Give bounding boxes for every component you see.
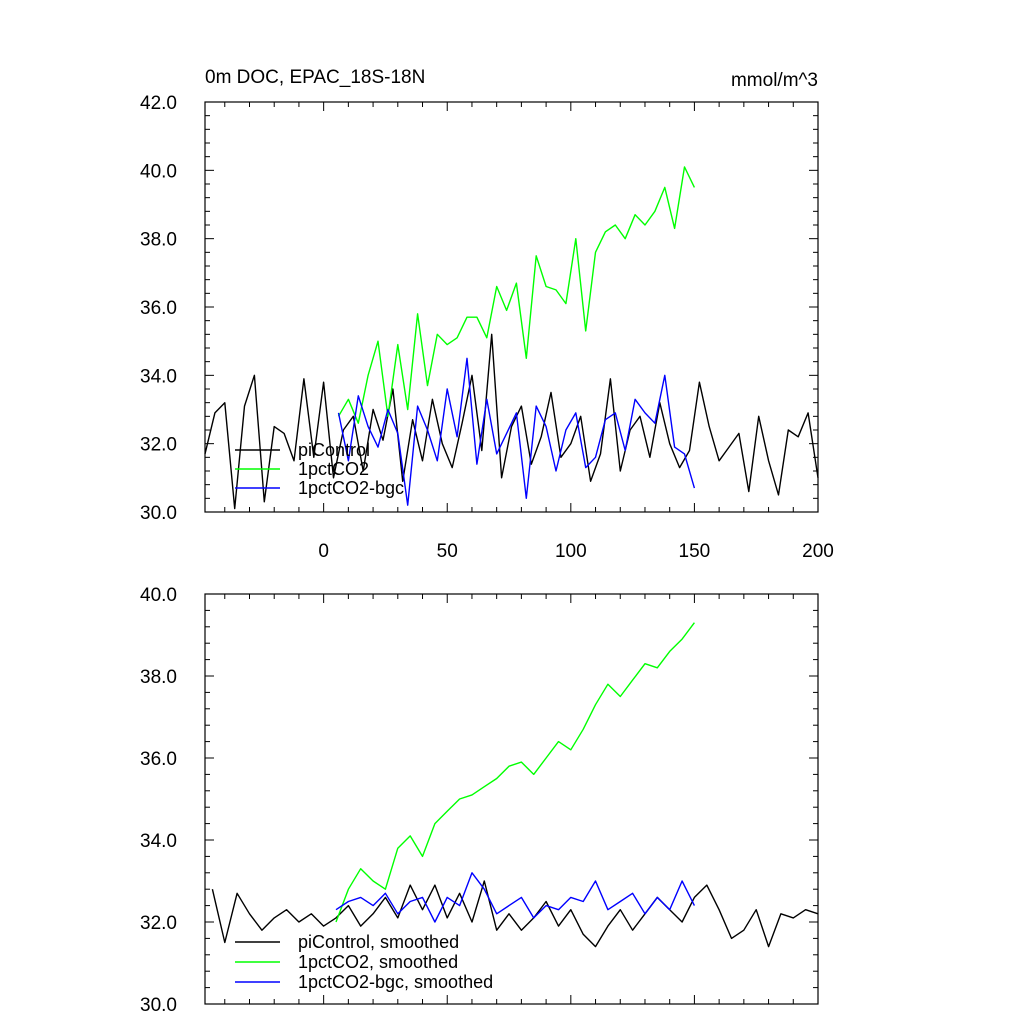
x-tick-label: 50 bbox=[437, 541, 458, 562]
axis-ticks bbox=[205, 593, 819, 1005]
units-label: mmol/m^3 bbox=[731, 70, 818, 91]
legend-label: piControl, smoothed bbox=[298, 932, 459, 952]
legend-label: 1pctCO2-bgc, smoothed bbox=[298, 972, 493, 992]
y-tick-label: 36.0 bbox=[140, 749, 177, 770]
y-tick-label: 30.0 bbox=[140, 503, 177, 524]
series-line-2 bbox=[337, 357, 696, 506]
series-line-0 bbox=[204, 333, 819, 510]
series-group bbox=[211, 622, 819, 948]
series-line-1 bbox=[337, 166, 696, 424]
y-tick-label: 32.0 bbox=[140, 913, 177, 934]
plot-frame bbox=[204, 593, 819, 1005]
legend-label: piControl bbox=[298, 440, 370, 460]
y-tick-label: 38.0 bbox=[140, 667, 177, 688]
y-tick-label: 32.0 bbox=[140, 435, 177, 456]
series-group bbox=[204, 166, 819, 510]
series-line-0 bbox=[211, 880, 819, 948]
x-tick-label: 200 bbox=[802, 541, 834, 562]
x-tick-label: 150 bbox=[679, 541, 711, 562]
y-tick-label: 34.0 bbox=[140, 366, 177, 387]
y-tick-label: 40.0 bbox=[140, 161, 177, 182]
y-tick-label: 40.0 bbox=[140, 585, 177, 606]
y-tick-label: 30.0 bbox=[140, 995, 177, 1016]
axis-tick-labels: 30.0 32.0 34.0 36.0 38.0 40.0 bbox=[140, 585, 177, 1016]
bottom-panel: 30.0 32.0 34.0 36.0 38.0 40.0 piControl, smoo… bbox=[140, 585, 819, 1016]
y-tick-label: 38.0 bbox=[140, 230, 177, 251]
y-tick-label: 42.0 bbox=[140, 93, 177, 114]
series-line-1 bbox=[335, 622, 695, 923]
series-line-2 bbox=[335, 872, 696, 923]
x-tick-label: 0 bbox=[318, 541, 329, 562]
top-panel: 0m DOC, EPAC_18S-18N mmol/m^3 30.0 32.0 34… bbox=[140, 67, 834, 562]
legend-label: 1pctCO2, smoothed bbox=[298, 952, 458, 972]
legend-label: 1pctCO2 bbox=[298, 459, 369, 479]
y-tick-label: 36.0 bbox=[140, 298, 177, 319]
axis-ticks bbox=[205, 101, 819, 513]
x-tick-label: 100 bbox=[555, 541, 587, 562]
y-tick-label: 34.0 bbox=[140, 831, 177, 852]
axis-tick-labels: 30.0 32.0 34.0 36.0 38.0 40.0 42.0 0 50 100 150 200 bbox=[140, 93, 834, 562]
legend-label: 1pctCO2-bgc bbox=[298, 478, 404, 498]
chart-title: 0m DOC, EPAC_18S-18N bbox=[205, 67, 425, 88]
